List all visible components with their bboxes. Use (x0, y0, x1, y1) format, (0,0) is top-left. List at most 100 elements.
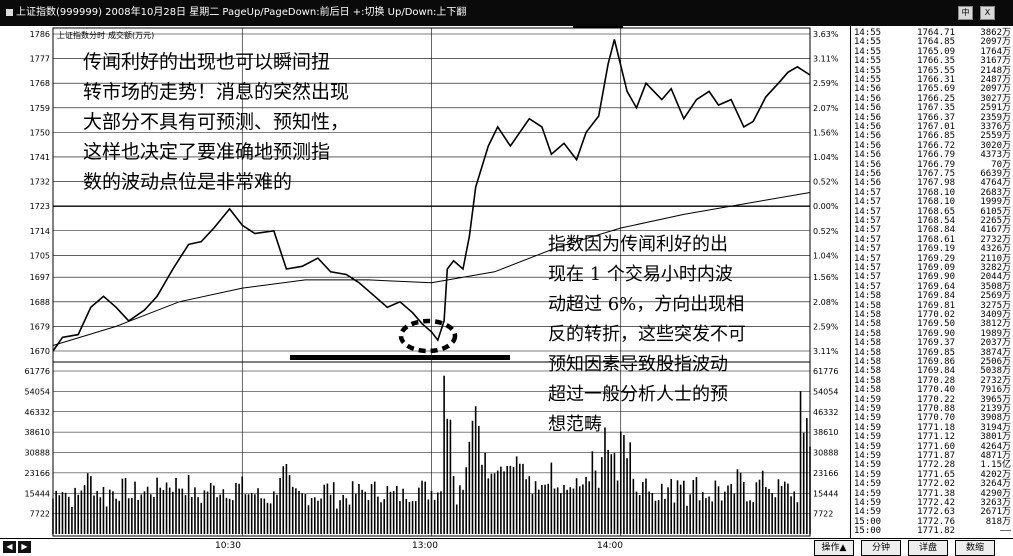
low-point-circle (398, 318, 458, 354)
tick-price: 1772.63 (917, 507, 955, 518)
tick-price: 1772.28 (917, 460, 955, 471)
tick-time: 14:58 (854, 357, 882, 367)
nav-left-icon[interactable]: ◀ (3, 541, 16, 553)
tick-row: 14:59 1771.12 3801万 (851, 432, 1013, 442)
volume-axis-label-right: 46332 (813, 408, 838, 417)
annotation-line: 传闻利好的出现也可以瞬间扭 (83, 51, 331, 73)
tick-price: 1770.40 (917, 385, 955, 396)
tick-time: 14:56 (854, 84, 882, 95)
tick-time: 14:59 (854, 507, 882, 518)
tick-volume: 2148万 (980, 65, 1011, 76)
tick-time: 14:59 (854, 441, 882, 452)
annotation-line: 这样也决定了要准确地预测指 (83, 141, 331, 163)
tick-volume: 4167万 (980, 225, 1011, 236)
tick-price: 1768.65 (917, 206, 955, 217)
tick-row: 14:56 1765.69 2097万 (851, 84, 1013, 94)
tick-volume: 2591万 (980, 103, 1011, 114)
tick-price: 1766.79 (917, 150, 955, 161)
grid-lines (53, 28, 810, 536)
tick-row: 14:59 1770.70 3908万 (851, 413, 1013, 423)
tick-time: 14:56 (854, 150, 882, 161)
tick-time: 14:57 (854, 216, 882, 226)
tick-time: 14:57 (854, 272, 882, 283)
tick-volume: 2671万 (980, 507, 1011, 518)
tick-time: 14:55 (854, 37, 882, 48)
percent-axis-label: 1.56% (813, 273, 839, 282)
percent-axis-label: 0.52% (813, 178, 839, 187)
time-label: 10:30 (215, 541, 241, 551)
tick-time: 14:56 (854, 159, 882, 170)
tick-time: 14:59 (854, 479, 882, 490)
percent-axis-label: 0.00% (813, 202, 839, 211)
tick-volume: 3862万 (980, 28, 1011, 38)
tick-volume: 2732万 (980, 234, 1011, 245)
tab-detail[interactable]: 详盘 (908, 540, 948, 556)
tick-time: 14:55 (854, 46, 882, 57)
tick-price: 1767.01 (917, 122, 955, 132)
tick-row: 14:56 1766.85 2559万 (851, 131, 1013, 141)
volume-axis-label: 61776 (25, 367, 50, 376)
tick-volume: 2097万 (980, 84, 1011, 95)
price-axis-label: 1768 (30, 79, 50, 88)
nav-right-icon[interactable]: ▶ (18, 541, 31, 553)
close-button[interactable]: X (980, 6, 995, 20)
tick-row: 14:56 1766.25 3027万 (851, 94, 1013, 104)
price-axis-label: 1750 (30, 128, 50, 137)
tick-row: 14:58 1770.02 3409万 (851, 310, 1013, 320)
tab-operate[interactable]: 操作▲ (814, 540, 854, 556)
tick-volume: 2506万 (980, 357, 1011, 367)
tick-price: 1767.75 (917, 169, 955, 179)
percent-axis-label: 3.63% (813, 30, 839, 39)
volume-axis-label: 23166 (25, 469, 50, 478)
tick-time: 14:59 (854, 413, 882, 424)
tick-row: 14:57 1768.65 6105万 (851, 207, 1013, 217)
app-logo-icon (6, 9, 13, 16)
tick-volume: 2097万 (980, 37, 1011, 48)
tick-price: 1772.76 (917, 516, 955, 527)
tick-volume: 1999万 (980, 197, 1011, 208)
volume-axis-label: 15444 (25, 489, 50, 498)
price-axis-label: 1723 (30, 202, 50, 211)
tick-row: 14:58 1769.50 3812万 (851, 319, 1013, 329)
tick-price: 1772.02 (917, 479, 955, 490)
tick-row: 14:58 1770.40 7916万 (851, 385, 1013, 395)
tick-row: 14:59 1772.42 3263万 (851, 498, 1013, 508)
tick-volume: 4290万 (980, 488, 1011, 499)
tick-row: 14:57 1768.10 1999万 (851, 197, 1013, 207)
average-price-line (52, 192, 811, 346)
tick-time: 14:58 (854, 375, 882, 386)
price-axis-label: 1670 (30, 347, 50, 356)
tick-time: 14:59 (854, 422, 882, 433)
tick-row: 14:59 1771.87 4871万 (851, 451, 1013, 461)
tick-row: 14:55 1764.71 3862万 (851, 28, 1013, 38)
mode-label: 分时 (89, 30, 105, 40)
tick-time: 14:56 (854, 140, 882, 151)
tick-volume: 3812万 (980, 319, 1011, 330)
tick-volume: 2110万 (980, 253, 1011, 264)
tick-volume: 3263万 (980, 498, 1011, 508)
tick-price: 1770.22 (917, 394, 955, 405)
tick-row: 14:59 1771.65 4202万 (851, 470, 1013, 480)
tick-price: 1766.35 (917, 56, 955, 67)
volume-axis-label: 38610 (25, 428, 50, 437)
restore-button[interactable]: 中 (958, 6, 973, 20)
tick-volume: 6639万 (980, 169, 1011, 179)
tick-row: 14:56 1766.79 4373万 (851, 150, 1013, 160)
intraday-chart[interactable]: 上证指数 分时 成交额(万元) 1786 3.63% 1777 3.11% 1768 2.… (0, 26, 850, 538)
percent-axis-label: 3.11% (813, 347, 839, 356)
tick-list[interactable]: 14:55 1764.71 3862万 14:55 1764.85 2097万 14:55 1… (850, 26, 1013, 538)
tab-minute[interactable]: 分钟 (861, 540, 901, 556)
tick-row: 14:57 1769.90 2044万 (851, 272, 1013, 282)
volume-axis-label-right: 54054 (813, 387, 838, 396)
tick-volume: 3908万 (980, 413, 1011, 424)
tick-row: 14:56 1767.75 6639万 (851, 169, 1013, 179)
tab-shrink[interactable]: 数缩 (955, 540, 995, 556)
axis-labels: 1786 3.63% 1777 3.11% 1768 2.59% 1759 2.07% 1750… (25, 30, 839, 519)
time-label: 13:00 (412, 541, 438, 551)
tick-price: 1766.79 (917, 159, 955, 170)
tick-price: 1771.65 (917, 469, 955, 480)
tick-row: 14:57 1768.61 2732万 (851, 235, 1013, 245)
tick-time: 14:59 (854, 451, 882, 461)
tick-time: 14:58 (854, 319, 882, 330)
tick-price: 1765.55 (917, 65, 955, 76)
